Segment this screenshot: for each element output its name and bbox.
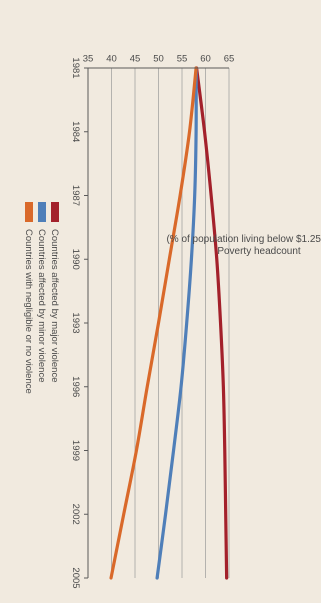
y-axis-title-line1: Poverty headcount <box>217 246 301 257</box>
y-axis-title-group: Poverty headcount (% of population livin… <box>166 234 321 257</box>
series-line-major-violence <box>194 66 229 580</box>
series-line-minor-violence <box>155 66 198 580</box>
y-tick-label: 60 <box>200 54 211 65</box>
x-tick-label: 1981 <box>70 57 81 78</box>
x-tick-label: 1987 <box>70 185 81 206</box>
y-tick-label: 45 <box>130 54 141 65</box>
legend-item-major-violence: Countries affected by major violence <box>49 202 60 383</box>
series-line-no-violence <box>109 66 198 580</box>
y-tick-label: 50 <box>153 54 164 65</box>
y-tick-label: 40 <box>106 54 117 65</box>
legend-swatch <box>25 202 33 222</box>
legend-label: Countries with negligible or no violence <box>23 229 34 394</box>
legend-label: Countries affected by major violence <box>49 229 60 383</box>
legend-label: Countries affected by minor violence <box>36 229 47 383</box>
series-layer <box>109 66 229 580</box>
y-axis-title-line2: (% of population living below $1.25 a da… <box>166 234 321 245</box>
x-tick-label: 1990 <box>70 249 81 270</box>
x-tick-label: 1996 <box>70 376 81 397</box>
x-tick-label: 2002 <box>70 504 81 525</box>
x-tick-label: 1984 <box>70 121 81 142</box>
legend-item-no-violence: Countries with negligible or no violence <box>23 202 34 394</box>
x-tick-label: 1993 <box>70 312 81 333</box>
legend-layer: Countries affected by major violenceCoun… <box>23 202 60 394</box>
y-tick-label: 35 <box>83 54 94 65</box>
axis-layer: 35 40 45 50 55 60 65 1981 1984 1987 1990 1993 1996 19… <box>70 54 234 589</box>
y-tick-label: 65 <box>224 54 235 65</box>
grid-layer <box>111 68 230 578</box>
legend-swatch <box>51 202 59 222</box>
x-tick-label: 1999 <box>70 440 81 461</box>
legend-item-minor-violence: Countries affected by minor violence <box>36 202 47 383</box>
x-tick-label: 2005 <box>70 567 81 588</box>
legend-swatch <box>38 202 46 222</box>
y-tick-label: 55 <box>177 54 188 65</box>
